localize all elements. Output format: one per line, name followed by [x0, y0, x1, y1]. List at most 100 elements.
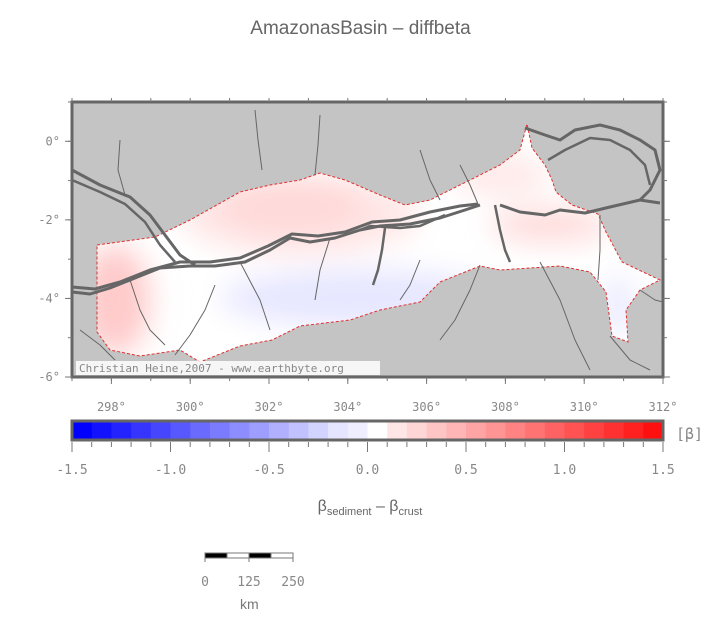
positive-anomaly-east	[490, 207, 610, 243]
colorbar-segment	[544, 421, 565, 440]
label-sub-crust: crust	[398, 506, 423, 519]
river	[439, 264, 481, 341]
lat-tick-label: -6°	[38, 370, 60, 384]
positive-anomaly-north-fringe	[180, 175, 420, 255]
colorbar-tick-label: 0.5	[454, 463, 477, 478]
colorbar-segment	[466, 421, 487, 440]
colorbar-segment	[367, 421, 388, 440]
colorbar-segment	[328, 421, 349, 440]
colorbar-tick-label: -0.5	[253, 463, 284, 478]
colorbar-tick-label: 1.5	[651, 463, 674, 478]
colorbar-label: βsediment – βcrust	[0, 498, 721, 518]
colorbar-segment	[406, 421, 428, 440]
lat-tick-label: 0°	[46, 134, 60, 148]
amazon-river	[72, 202, 479, 291]
scale-segment	[270, 552, 294, 559]
river	[539, 261, 591, 371]
colorbar-segment	[643, 421, 664, 440]
label-minus-beta: – β	[371, 498, 399, 515]
scale-bar: 0 125 250	[201, 552, 305, 590]
colorbar-segment	[111, 421, 132, 440]
lat-tick-label: -2°	[38, 213, 60, 227]
river	[239, 261, 271, 331]
lon-tick-label: 312°	[649, 400, 678, 414]
basin-outline	[96, 123, 662, 363]
colorbar-tick-label: -1.5	[56, 463, 87, 478]
scale-unit: km	[240, 596, 259, 612]
scale-segment	[204, 552, 228, 559]
colorbar-segment	[603, 421, 625, 440]
river	[493, 204, 512, 263]
lon-tick-label: 308°	[491, 400, 520, 414]
colorbar-segment	[347, 421, 368, 440]
colorbar-segment	[446, 421, 467, 440]
river	[79, 329, 116, 361]
colorbar-segment	[387, 421, 408, 440]
colorbar-segment	[584, 421, 605, 440]
colorbar-segment	[150, 421, 171, 440]
label-beta: β	[317, 498, 327, 515]
lon-tick-label: 300°	[176, 400, 205, 414]
coastline	[499, 198, 661, 217]
colorbar-segment	[72, 421, 93, 440]
colorbar-frame	[70, 419, 665, 442]
colorbar-segment	[229, 421, 250, 440]
scale-label: 250	[281, 575, 304, 590]
amazon-river	[72, 203, 481, 296]
colorbar: -1.5 -1.0 -0.5 0.0 0.5 1.0 1.5	[56, 419, 675, 478]
river	[371, 227, 387, 286]
scale-label: 0	[201, 575, 209, 590]
river	[72, 168, 196, 267]
lon-tick-label: 306°	[412, 400, 441, 414]
colorbar-segment	[426, 421, 447, 440]
river	[597, 215, 601, 281]
credit-text: Christian Heine,2007 - www.earthbyte.org	[79, 362, 344, 375]
colorbar-segment	[485, 421, 506, 440]
river	[254, 109, 263, 171]
river	[459, 164, 479, 205]
river	[609, 335, 651, 371]
river	[419, 149, 441, 201]
lon-tick-label: 302°	[255, 400, 284, 414]
colorbar-tick-label: -1.0	[155, 463, 186, 478]
scale-label: 125	[237, 575, 260, 590]
lon-tick-label: 310°	[570, 400, 599, 414]
scale-segment	[226, 552, 250, 559]
colorbar-segment	[505, 421, 526, 440]
figure-title: AmazonasBasin – diffbeta	[250, 18, 471, 39]
colorbar-segment	[288, 421, 309, 440]
colorbar-segment	[170, 421, 191, 440]
lat-tick-label: -4°	[38, 291, 60, 305]
river	[359, 213, 446, 232]
colorbar-tick-label: 0.0	[356, 463, 379, 478]
map-frame	[70, 100, 665, 379]
colorbar-tick-label: 1.0	[553, 463, 576, 478]
colorbar-segment	[190, 421, 211, 440]
colorbar-segment	[249, 421, 270, 440]
river	[399, 259, 421, 301]
rivers	[72, 109, 663, 371]
river	[314, 114, 321, 176]
negative-anomaly-southeast	[603, 275, 633, 335]
lon-tick-label: 298°	[97, 400, 126, 414]
colorbar-segment	[564, 421, 585, 440]
coastline	[524, 123, 662, 202]
river	[174, 284, 216, 356]
colorbar-segment	[269, 421, 290, 440]
colorbar-segment	[131, 421, 152, 440]
river	[117, 139, 126, 196]
colorbar-segment	[209, 421, 231, 440]
river	[314, 237, 331, 301]
colorbar-segment	[525, 421, 546, 440]
lon-tick-label: 304°	[333, 400, 362, 414]
river	[639, 289, 663, 303]
colorbar-segment	[308, 421, 329, 440]
river	[129, 279, 166, 346]
colorbar-segment	[91, 421, 112, 440]
label-sub-sediment: sediment	[326, 506, 372, 519]
coastline	[547, 136, 652, 186]
river	[72, 178, 176, 263]
colorbar-segment	[623, 421, 644, 440]
